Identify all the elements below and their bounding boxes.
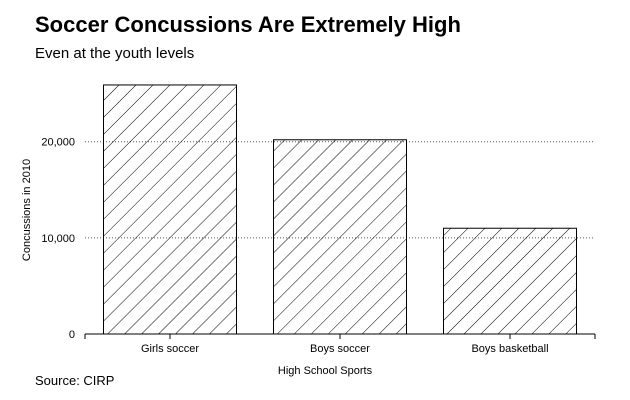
x-tick-labels: Girls soccer Boys soccer Boys basketball: [84, 334, 596, 355]
source-note: Source: CIRP: [35, 373, 115, 388]
y-tick-label: 20,000: [41, 137, 75, 149]
x-tick-label: Boys basketball: [471, 343, 548, 355]
chart-title: Soccer Concussions Are Extremely High: [35, 12, 461, 37]
bar-boys-basketball: [443, 227, 577, 335]
chart-subtitle: Even at the youth levels: [35, 45, 195, 62]
bar-girls-soccer: [103, 84, 237, 335]
y-tick-labels: 0 10,000 20,000: [41, 137, 75, 341]
y-tick-label: 10,000: [41, 233, 75, 245]
x-tick-label: Girls soccer: [141, 343, 199, 355]
x-tick-label: Boys soccer: [310, 343, 370, 355]
x-axis-label: High School Sports: [278, 365, 373, 377]
bar-boys-soccer: [273, 139, 407, 335]
y-axis-label: Concussions in 2010: [21, 159, 33, 261]
y-tick-label: 0: [69, 329, 75, 341]
bars: [103, 84, 577, 335]
